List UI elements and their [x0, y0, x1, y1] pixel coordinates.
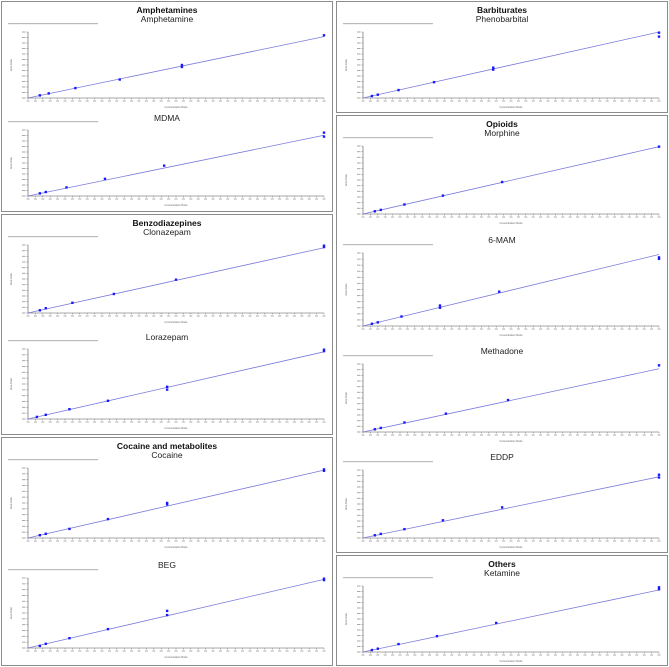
svg-text:Area Ratio: Area Ratio: [9, 606, 13, 619]
svg-text:Concentration Ratio: Concentration Ratio: [500, 439, 523, 443]
chart-title: Morphine: [484, 128, 520, 138]
svg-text:Area Ratio: Area Ratio: [344, 58, 348, 71]
svg-text:Area Ratio: Area Ratio: [344, 173, 348, 186]
svg-text:Concentration Ratio: Concentration Ratio: [165, 655, 188, 659]
chart-eddp: Area Ratio Concentration Ratio: [341, 460, 665, 550]
chart-title: Lorazepam: [145, 332, 189, 342]
chart-cocaine: Area Ratio Concentration Ratio: [6, 458, 330, 550]
svg-text:Area Ratio: Area Ratio: [9, 156, 13, 169]
chart-title: BEG: [158, 560, 176, 570]
panel-others: Others Ketamine Area Ratio Concentration …: [336, 555, 668, 666]
svg-text:Concentration Ratio: Concentration Ratio: [165, 426, 188, 430]
svg-text:Area Ratio: Area Ratio: [344, 612, 348, 625]
svg-text:Concentration Ratio: Concentration Ratio: [500, 221, 523, 225]
panel-amphetamines: Amphetamines Amphetamine Area Ratio Conce…: [1, 1, 333, 212]
group-title: Barbiturates: [476, 5, 528, 15]
chart-methadone: Area Ratio Concentration Ratio: [341, 354, 665, 444]
chart-6mam: Area Ratio Concentration Ratio: [341, 243, 665, 338]
panel-opioids: Opioids Morphine Area Ratio Concentration…: [336, 115, 668, 553]
svg-text:Area Ratio: Area Ratio: [9, 58, 13, 71]
svg-text:Concentration Ratio: Concentration Ratio: [165, 320, 188, 324]
svg-text:Concentration Ratio: Concentration Ratio: [500, 333, 523, 337]
chart-title: Amphetamine: [140, 14, 194, 24]
svg-text:Area Ratio: Area Ratio: [9, 496, 13, 509]
chart-title: EDDP: [490, 452, 514, 462]
panel-benzodiazepines: Benzodiazepines Clonazepam Area Ratio Con…: [1, 214, 333, 435]
group-title: Others: [488, 559, 516, 569]
chart-title: Ketamine: [484, 568, 520, 578]
svg-text:Concentration Ratio: Concentration Ratio: [165, 545, 188, 549]
chart-title: Methadone: [480, 346, 524, 356]
chart-ketamine: Area Ratio Concentration Ratio: [341, 576, 665, 664]
group-title: Amphetamines: [136, 5, 198, 15]
group-title: Benzodiazepines: [132, 218, 202, 228]
svg-text:Area Ratio: Area Ratio: [9, 377, 13, 390]
panel-cocaine: Cocaine and metabolites Cocaine Area Rat…: [1, 437, 333, 666]
chart-clonazepam: Area Ratio Concentration Ratio: [6, 235, 330, 325]
panel-barbiturates: Barbiturates Phenobarbital Area Ratio Con…: [336, 1, 668, 113]
svg-text:Concentration Ratio: Concentration Ratio: [500, 105, 523, 109]
chart-phenobarbital: Area Ratio Concentration Ratio: [341, 22, 665, 110]
chart-title: Clonazepam: [143, 227, 191, 237]
svg-text:Concentration Ratio: Concentration Ratio: [500, 659, 523, 663]
svg-text:Area Ratio: Area Ratio: [344, 497, 348, 510]
svg-text:Concentration Ratio: Concentration Ratio: [165, 105, 188, 109]
chart-title: MDMA: [154, 113, 180, 123]
chart-mdma: Area Ratio Concentration Ratio: [6, 120, 330, 208]
chart-title: Phenobarbital: [475, 14, 529, 24]
svg-text:Concentration Ratio: Concentration Ratio: [500, 545, 523, 549]
group-title: Cocaine and metabolites: [116, 441, 218, 451]
chart-title: Cocaine: [151, 450, 183, 460]
svg-text:Area Ratio: Area Ratio: [344, 283, 348, 296]
chart-lorazepam: Area Ratio Concentration Ratio: [6, 339, 330, 431]
group-title: Opioids: [486, 119, 518, 129]
chart-beg: Area Ratio Concentration Ratio: [6, 568, 330, 660]
chart-amphetamine: Area Ratio Concentration Ratio: [6, 22, 330, 110]
chart-title: 6-MAM: [488, 235, 516, 245]
svg-text:Concentration Ratio: Concentration Ratio: [165, 203, 188, 207]
chart-morphine: Area Ratio Concentration Ratio: [341, 136, 665, 226]
svg-text:Area Ratio: Area Ratio: [344, 391, 348, 404]
svg-text:Area Ratio: Area Ratio: [9, 272, 13, 285]
